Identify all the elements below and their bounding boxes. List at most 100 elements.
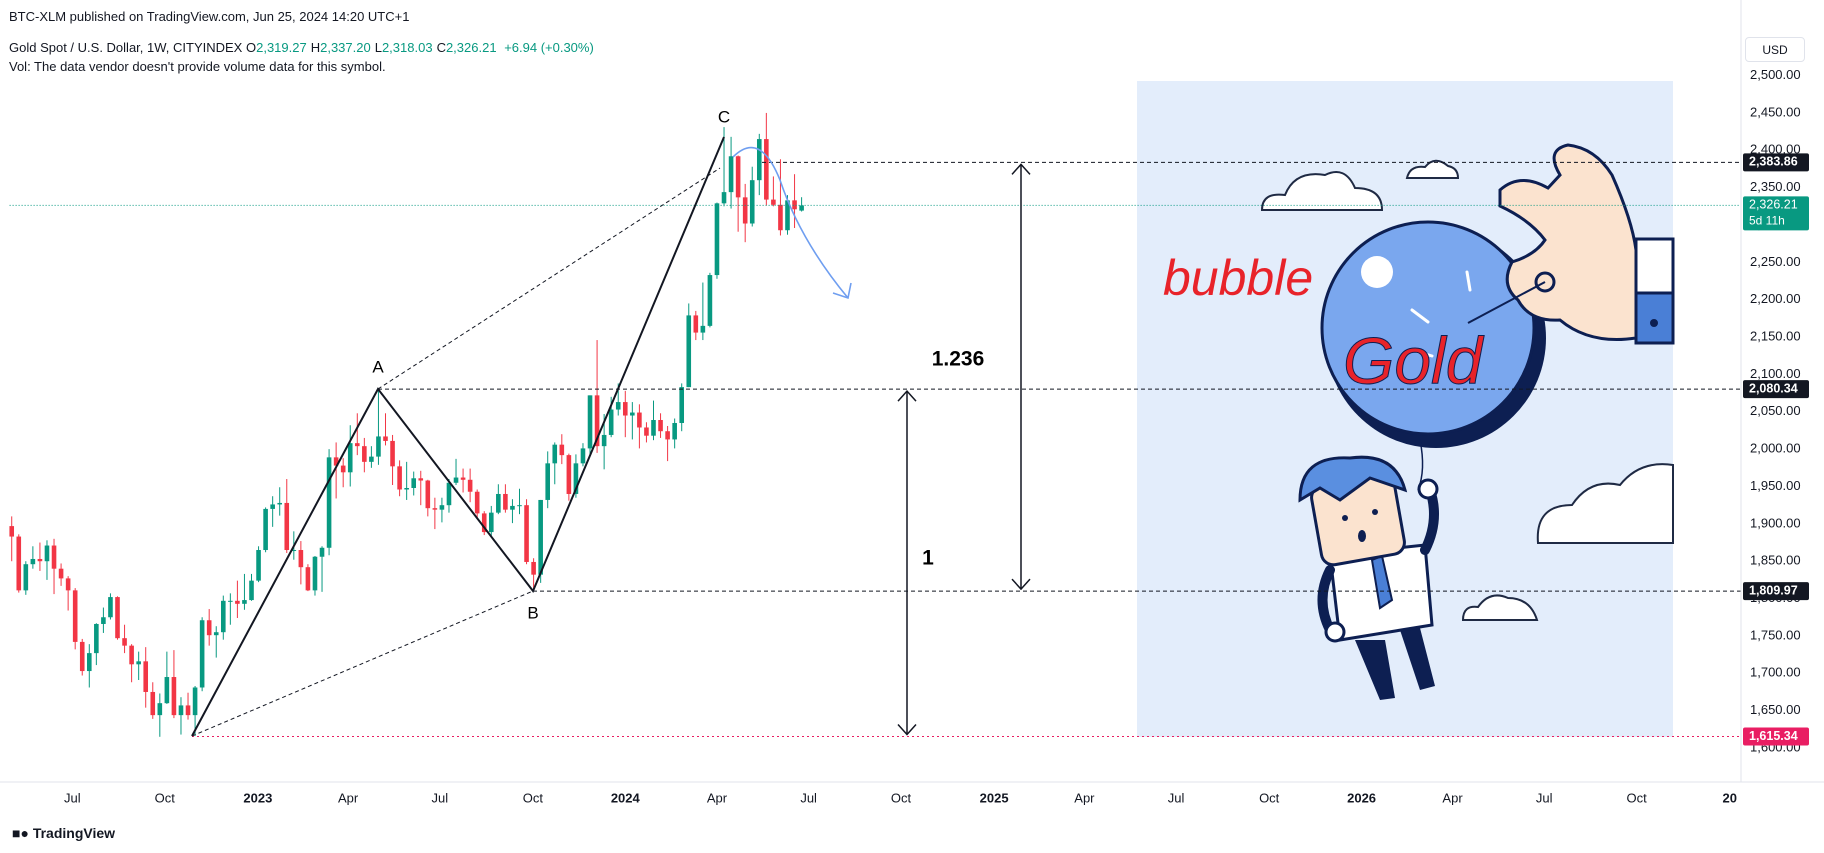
candle-body (171, 677, 177, 716)
candle-body (150, 691, 156, 716)
candle-body (206, 620, 212, 636)
ohlc-key: C (436, 40, 446, 55)
candle-body (157, 703, 163, 716)
candle-body (764, 139, 769, 200)
candle-body (390, 440, 395, 467)
candle-body (672, 422, 677, 440)
candle-body (291, 550, 297, 552)
last-price-box (1743, 196, 1809, 231)
needle (1467, 281, 1546, 324)
candle-body (467, 479, 473, 492)
candle-body (312, 556, 318, 591)
countdown-label: 5d 11h (1749, 214, 1785, 228)
x-tick-label: Oct (1259, 790, 1280, 805)
x-tick-label: Oct (155, 790, 176, 805)
x-tick-label: 2026 (1347, 790, 1376, 805)
balloon-highlight (1361, 256, 1393, 288)
x-tick-label: Apr (707, 790, 728, 805)
pattern-drawing: A B C 1.236 1 (191, 107, 984, 737)
candle-body (644, 427, 649, 436)
hand (1498, 143, 1638, 342)
candle-body (362, 446, 367, 462)
man-legs (1355, 628, 1435, 700)
candle-body (778, 204, 783, 231)
ratio-arrowhead (897, 389, 917, 736)
man-hair (1298, 455, 1408, 503)
candle-body (700, 325, 706, 333)
candle-body (326, 457, 332, 548)
candle-body (517, 505, 522, 507)
candle-body (319, 547, 325, 557)
candle-body (270, 504, 275, 509)
candle-body (749, 180, 755, 224)
x-tick-label: Jul (1168, 790, 1185, 805)
candle-body (9, 526, 15, 537)
pattern-label: A (372, 357, 384, 376)
candle-body (742, 197, 748, 224)
level-label: 2,080.34 (1749, 381, 1798, 395)
axes: 1,600.001,650.001,700.001,750.001,800.00… (0, 0, 1824, 805)
cuff (1634, 291, 1675, 345)
level-label: 1,615.34 (1749, 729, 1798, 743)
candle-body (693, 315, 699, 333)
cloud (1405, 159, 1460, 179)
candle-body (615, 402, 621, 410)
x-tick-label: Apr (1442, 790, 1463, 805)
candle-body (792, 200, 797, 210)
candle-body (531, 561, 536, 575)
candle-body (397, 466, 402, 490)
level-label-box (1743, 582, 1809, 601)
candle-body (679, 387, 685, 423)
level-label: 2,383.86 (1749, 155, 1798, 169)
candle-body (756, 139, 762, 181)
x-tick-label: Jul (64, 790, 81, 805)
y-tick-label: 1,700.00 (1750, 665, 1801, 680)
candle-body (630, 412, 635, 416)
candle-body (460, 477, 466, 480)
candle-body (79, 641, 85, 672)
last-price-label: 2,326.21 (1749, 198, 1798, 212)
x-tick-label: Jul (800, 790, 817, 805)
candle-body (714, 203, 720, 276)
pattern-label: B (527, 603, 538, 622)
candle-body (594, 395, 600, 447)
ratio-arrowhead (1011, 163, 1031, 591)
symbol: Gold Spot / U.S. Dollar, 1W, CITYINDEX (9, 40, 243, 55)
candle-body (439, 505, 445, 510)
candle-body (622, 402, 628, 416)
candle-body (185, 705, 191, 716)
x-tick-label: Oct (891, 790, 912, 805)
footer-text: TradingView (32, 825, 116, 841)
x-tick-label: Oct (523, 790, 544, 805)
candle-body (192, 687, 198, 716)
candle-body (298, 550, 304, 568)
x-tick-label: 2024 (611, 790, 641, 805)
y-tick-label: 2,350.00 (1750, 179, 1801, 194)
candle-body (658, 420, 663, 432)
candle-body (418, 478, 424, 481)
level-label-box (1743, 727, 1809, 746)
currency-button[interactable]: USD (1745, 37, 1805, 62)
candle-body (707, 275, 713, 326)
man-eye (1342, 515, 1348, 521)
illustration-word: bubble (1163, 250, 1313, 306)
y-tick-label: 2,000.00 (1750, 441, 1801, 456)
candle-body (369, 456, 374, 462)
y-tick-label: 2,150.00 (1750, 329, 1801, 344)
candle-body (587, 395, 593, 449)
candle-body (552, 444, 558, 464)
y-tick-label: 1,950.00 (1750, 478, 1801, 493)
candle-body (333, 457, 339, 466)
candle-body (213, 632, 219, 636)
candle-body (143, 661, 149, 692)
ohlc-value: 2,319.27 (256, 40, 307, 55)
x-tick-label: Oct (1627, 790, 1648, 805)
candle-body (524, 505, 529, 562)
marks (9, 112, 1741, 738)
candle-body (354, 443, 360, 447)
ohlc: O2,319.27 H2,337.20 L2,318.03 C2,326.21 (246, 40, 501, 55)
y-tick-label: 2,450.00 (1750, 104, 1801, 119)
pattern-label: C (718, 107, 730, 126)
candle-body (235, 600, 240, 604)
y-tick-label: 2,200.00 (1750, 291, 1801, 306)
